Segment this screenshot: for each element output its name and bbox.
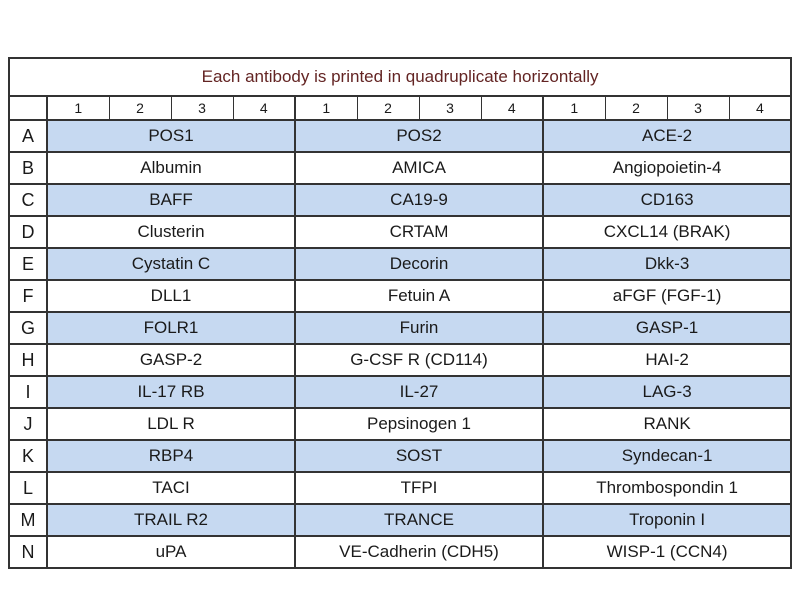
row-letter: E: [8, 247, 48, 281]
column-header: 1: [294, 95, 358, 121]
antibody-cell: Syndecan-1: [541, 439, 793, 473]
table-row: E Cystatin C Decorin Dkk-3: [8, 247, 793, 281]
table-row: C BAFF CA19-9 CD163: [8, 183, 793, 217]
table-row: L TACI TFPI Thrombospondin 1: [8, 471, 793, 505]
column-header: 2: [356, 95, 420, 121]
antibody-cell: IL-17 RB: [46, 375, 296, 409]
antibody-cell: Furin: [294, 311, 544, 345]
row-letter: H: [8, 343, 48, 377]
table-row: D Clusterin CRTAM CXCL14 (BRAK): [8, 215, 793, 249]
row-letter: C: [8, 183, 48, 217]
antibody-cell: CRTAM: [294, 215, 544, 249]
antibody-cell: Clusterin: [46, 215, 296, 249]
antibody-cell: G-CSF R (CD114): [294, 343, 544, 377]
antibody-cell: LAG-3: [541, 375, 793, 409]
table-title-row: Each antibody is printed in quadruplicat…: [7, 57, 793, 97]
row-letter: I: [8, 375, 48, 409]
table-row: K RBP4 SOST Syndecan-1: [8, 439, 793, 473]
antibody-cell: CD163: [541, 183, 793, 217]
antibody-cell: BAFF: [46, 183, 296, 217]
antibody-array-map-table: Each antibody is printed in quadruplicat…: [7, 57, 793, 569]
table-row: H GASP-2 G-CSF R (CD114) HAI-2: [8, 343, 793, 377]
column-header: 2: [108, 95, 172, 121]
column-header: 4: [232, 95, 296, 121]
antibody-cell: WISP-1 (CCN4): [541, 535, 793, 569]
antibody-cell: ACE-2: [541, 119, 793, 153]
antibody-cell: Pepsinogen 1: [294, 407, 544, 441]
antibody-cell: GASP-1: [541, 311, 793, 345]
row-letter: A: [8, 119, 48, 153]
table-row: I IL-17 RB IL-27 LAG-3: [8, 375, 793, 409]
antibody-cell: TRAIL R2: [46, 503, 296, 537]
antibody-cell: POS1: [46, 119, 296, 153]
antibody-cell: Fetuin A: [294, 279, 544, 313]
table-row: N uPA VE-Cadherin (CDH5) WISP-1 (CCN4): [8, 535, 793, 569]
row-letter: M: [8, 503, 48, 537]
antibody-cell: CXCL14 (BRAK): [541, 215, 793, 249]
table-row: J LDL R Pepsinogen 1 RANK: [8, 407, 793, 441]
antibody-cell: GASP-2: [46, 343, 296, 377]
table-title: Each antibody is printed in quadruplicat…: [7, 57, 793, 97]
antibody-cell: AMICA: [294, 151, 544, 185]
row-letter: D: [8, 215, 48, 249]
antibody-cell: SOST: [294, 439, 544, 473]
antibody-cell: RBP4: [46, 439, 296, 473]
antibody-cell: FOLR1: [46, 311, 296, 345]
column-header: 2: [604, 95, 668, 121]
antibody-cell: HAI-2: [541, 343, 793, 377]
antibody-cell: TACI: [46, 471, 296, 505]
row-letter: L: [8, 471, 48, 505]
table-row: F DLL1 Fetuin A aFGF (FGF-1): [8, 279, 793, 313]
table-row: A POS1 POS2 ACE-2: [8, 119, 793, 153]
column-header: 4: [480, 95, 544, 121]
antibody-cell: Albumin: [46, 151, 296, 185]
antibody-cell: Cystatin C: [46, 247, 296, 281]
antibody-cell: uPA: [46, 535, 296, 569]
column-header: 3: [418, 95, 482, 121]
antibody-cell: RANK: [541, 407, 793, 441]
column-header: 3: [666, 95, 730, 121]
row-letter: G: [8, 311, 48, 345]
antibody-cell: Decorin: [294, 247, 544, 281]
antibody-cell: Angiopoietin-4: [541, 151, 793, 185]
row-letter: N: [8, 535, 48, 569]
antibody-cell: DLL1: [46, 279, 296, 313]
column-header: 1: [542, 95, 606, 121]
column-header-row: 1 2 3 4 1 2 3 4 1 2 3 4: [8, 95, 793, 121]
column-header: 4: [728, 95, 793, 121]
antibody-cell: POS2: [294, 119, 544, 153]
corner-cell: [8, 95, 48, 121]
antibody-cell: LDL R: [46, 407, 296, 441]
antibody-cell: Thrombospondin 1: [541, 471, 793, 505]
antibody-cell: IL-27: [294, 375, 544, 409]
column-header: 3: [170, 95, 234, 121]
row-letter: F: [8, 279, 48, 313]
row-letter: K: [8, 439, 48, 473]
antibody-cell: Troponin I: [541, 503, 793, 537]
antibody-cell: VE-Cadherin (CDH5): [294, 535, 544, 569]
antibody-cell: TFPI: [294, 471, 544, 505]
table-row: G FOLR1 Furin GASP-1: [8, 311, 793, 345]
table-row: M TRAIL R2 TRANCE Troponin I: [8, 503, 793, 537]
antibody-cell: Dkk-3: [541, 247, 793, 281]
antibody-cell: TRANCE: [294, 503, 544, 537]
column-header: 1: [46, 95, 110, 121]
row-letter: B: [8, 151, 48, 185]
row-letter: J: [8, 407, 48, 441]
antibody-cell: CA19-9: [294, 183, 544, 217]
antibody-cell: aFGF (FGF-1): [541, 279, 793, 313]
table-row: B Albumin AMICA Angiopoietin-4: [8, 151, 793, 185]
